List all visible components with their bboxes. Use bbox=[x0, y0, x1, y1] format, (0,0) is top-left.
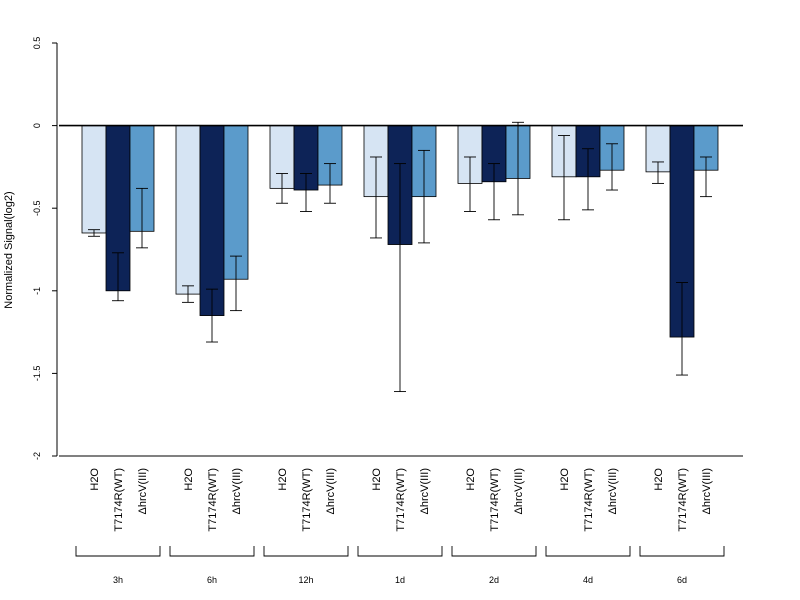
y-axis-label: Normalized Signal(log2) bbox=[3, 191, 15, 308]
y-tick-label: -1 bbox=[32, 287, 42, 295]
bar-label: T7174R(WT) bbox=[395, 468, 407, 532]
bars bbox=[81, 125, 719, 338]
group-bracket bbox=[75, 546, 161, 557]
bar-label: ΔhrcV(III) bbox=[137, 468, 149, 514]
y-tick-label: 0.5 bbox=[32, 37, 42, 50]
bar bbox=[81, 125, 107, 234]
group-label: 3h bbox=[113, 575, 123, 585]
bar-label: H2O bbox=[559, 468, 571, 491]
bar-label: T7174R(WT) bbox=[113, 468, 125, 532]
group-label: 6d bbox=[677, 575, 687, 585]
group-bracket bbox=[169, 546, 255, 557]
group-bracket bbox=[263, 546, 349, 557]
bar-label: H2O bbox=[465, 468, 477, 491]
bar-label: ΔhrcV(III) bbox=[607, 468, 619, 514]
group-bracket bbox=[357, 546, 443, 557]
bar-label: H2O bbox=[371, 468, 383, 491]
bar-label: H2O bbox=[653, 468, 665, 491]
bar-label: ΔhrcV(III) bbox=[513, 468, 525, 514]
error-bars bbox=[88, 121, 712, 393]
bar bbox=[175, 125, 201, 295]
group-label: 2d bbox=[489, 575, 499, 585]
bar-label: H2O bbox=[277, 468, 289, 491]
y-tick-label: -0.5 bbox=[32, 200, 42, 216]
bar-label: T7174R(WT) bbox=[583, 468, 595, 532]
bar-label: ΔhrcV(III) bbox=[701, 468, 713, 514]
y-tick-label: 0 bbox=[32, 123, 42, 128]
bar-label: H2O bbox=[89, 468, 101, 491]
group-label: 12h bbox=[298, 575, 313, 585]
bar-label: T7174R(WT) bbox=[301, 468, 313, 532]
group-label: 4d bbox=[583, 575, 593, 585]
group-bracket bbox=[545, 546, 631, 557]
y-tick-label: -2 bbox=[32, 452, 42, 460]
group-bracket bbox=[451, 546, 537, 557]
y-tick-label: -1.5 bbox=[32, 366, 42, 382]
bar-label: ΔhrcV(III) bbox=[419, 468, 431, 514]
bar-label: T7174R(WT) bbox=[489, 468, 501, 532]
bar bbox=[199, 125, 225, 316]
bar bbox=[223, 125, 249, 280]
bar-label: ΔhrcV(III) bbox=[325, 468, 337, 514]
y-axis: 0.5 0 -0.5 -1 -1.5 -2 bbox=[32, 37, 58, 460]
bar-label: T7174R(WT) bbox=[207, 468, 219, 532]
x-tick-labels: H2O T7174R(WT) ΔhrcV(III) H2O T7174R(WT) Δhrc… bbox=[89, 468, 713, 532]
bar-label: T7174R(WT) bbox=[677, 468, 689, 532]
bar-label: ΔhrcV(III) bbox=[231, 468, 243, 514]
bar-label: H2O bbox=[183, 468, 195, 491]
group-bracket bbox=[639, 546, 725, 557]
group-brackets: 3h 6h 12h 1d 2d 4d 6d bbox=[75, 546, 725, 585]
group-label: 6h bbox=[207, 575, 217, 585]
group-label: 1d bbox=[395, 575, 405, 585]
